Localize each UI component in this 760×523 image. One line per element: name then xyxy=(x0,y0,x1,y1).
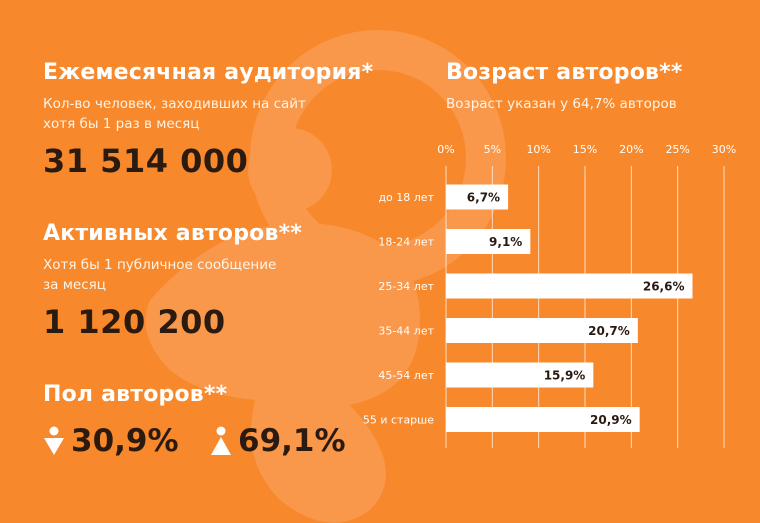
bar xyxy=(446,184,509,210)
tick-label: 30% xyxy=(712,143,736,156)
category-label: до 18 лет xyxy=(378,191,434,204)
audience-subtitle-line2: хотя бы 1 раз в месяц xyxy=(43,116,200,132)
audience-subtitle-line1: Кол-во человек, заходивших на сайт xyxy=(43,96,306,112)
bar xyxy=(446,362,594,388)
gender-female: 30,9% xyxy=(43,423,179,459)
female-icon xyxy=(44,426,64,455)
active-title: Активных авторов** xyxy=(43,221,303,246)
category-label: 55 и старше xyxy=(363,414,434,427)
audience-title: Ежемесячная аудитория* xyxy=(43,60,374,85)
female-value: 30,9% xyxy=(71,423,179,459)
category-label: 25-34 лет xyxy=(378,280,434,293)
male-icon xyxy=(211,426,231,455)
bar-value-label: 6,7% xyxy=(467,191,500,205)
gender-male: 69,1% xyxy=(210,423,346,459)
category-label: 45-54 лет xyxy=(378,369,434,382)
bar-value-label: 20,7% xyxy=(588,324,630,338)
chart-subtitle: Возраст указан у 64,7% авторов xyxy=(446,96,677,112)
bar-value-label: 9,1% xyxy=(489,235,522,249)
tick-label: 15% xyxy=(573,143,597,156)
male-value: 69,1% xyxy=(238,423,346,459)
bar xyxy=(446,407,640,432)
bar xyxy=(446,229,531,254)
tick-label: 10% xyxy=(526,143,550,156)
bar-value-label: 26,6% xyxy=(643,280,685,294)
audience-value: 31 514 000 xyxy=(43,142,249,180)
bar-value-label: 15,9% xyxy=(544,369,586,383)
gender-title: Пол авторов** xyxy=(43,382,228,407)
bar-value-label: 20,9% xyxy=(590,413,632,427)
tick-label: 20% xyxy=(619,143,643,156)
logo-body xyxy=(145,222,420,523)
tick-label: 25% xyxy=(665,143,689,156)
bar xyxy=(446,273,693,299)
bar xyxy=(446,318,638,343)
category-label: 35-44 лет xyxy=(378,325,434,338)
active-subtitle-line1: Хотя бы 1 публичное сообщение xyxy=(43,257,277,273)
logo-head xyxy=(248,128,332,212)
active-value: 1 120 200 xyxy=(43,303,226,341)
tick-label: 5% xyxy=(484,143,501,156)
chart-title: Возраст авторов** xyxy=(446,60,683,85)
category-label: 18-24 лет xyxy=(378,236,434,249)
active-subtitle-line2: за месяц xyxy=(43,277,106,293)
tick-label: 0% xyxy=(437,143,454,156)
